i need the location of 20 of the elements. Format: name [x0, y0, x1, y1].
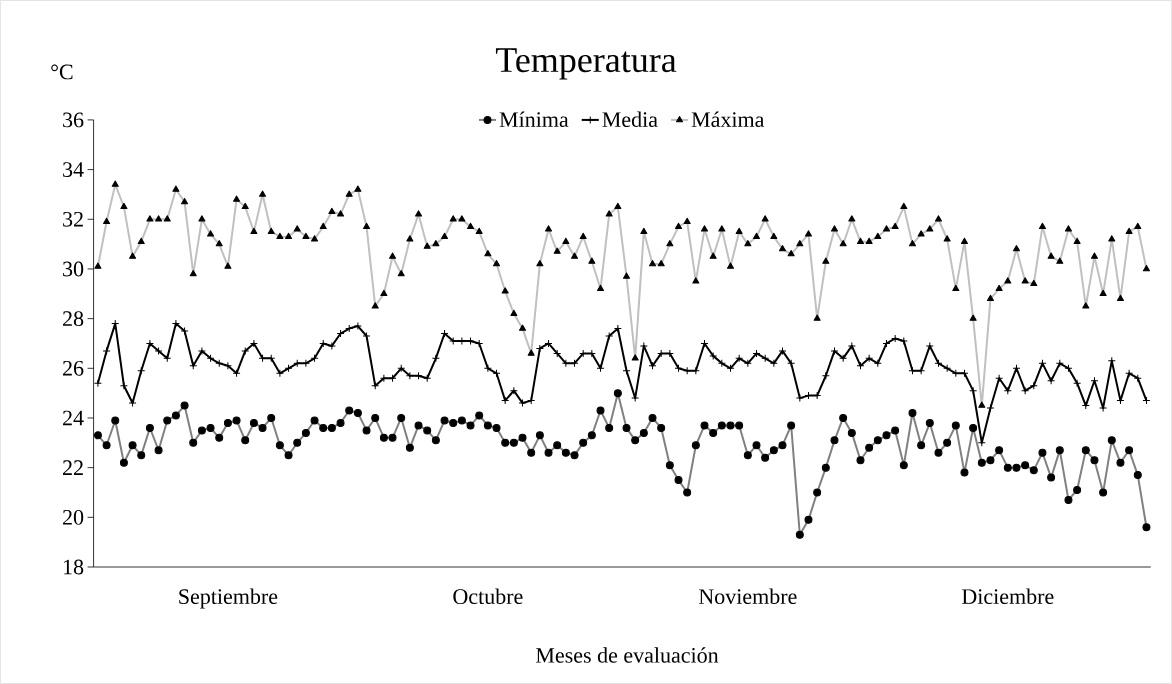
- y-tick-label: 22: [63, 460, 83, 475]
- chart-title: Temperatura: [495, 48, 677, 80]
- legend-label: Máxima: [691, 111, 765, 128]
- legend-label: Media: [602, 111, 658, 128]
- y-tick-label: 28: [63, 311, 84, 327]
- x-tick-label: Diciembre: [962, 588, 1054, 605]
- y-tick-label: 20: [63, 509, 84, 525]
- x-tick-label: Octubre: [453, 588, 523, 605]
- x-tick-label: Septiembre: [179, 588, 278, 609]
- legend-label: Mínima: [499, 111, 569, 128]
- x-axis-title: Meses de evaluación: [536, 647, 719, 663]
- y-tick-label: 24: [63, 410, 84, 426]
- x-tick-label: Noviembre: [698, 588, 797, 605]
- y-tick-label: 26: [63, 360, 84, 376]
- y-tick-label: 18: [63, 559, 84, 575]
- y-axis-title: °C: [51, 64, 73, 80]
- y-tick-label: 30: [63, 261, 84, 277]
- y-tick-label: 32: [63, 211, 83, 227]
- y-tick-label: 34: [63, 162, 84, 178]
- y-tick-label: 36: [63, 112, 84, 128]
